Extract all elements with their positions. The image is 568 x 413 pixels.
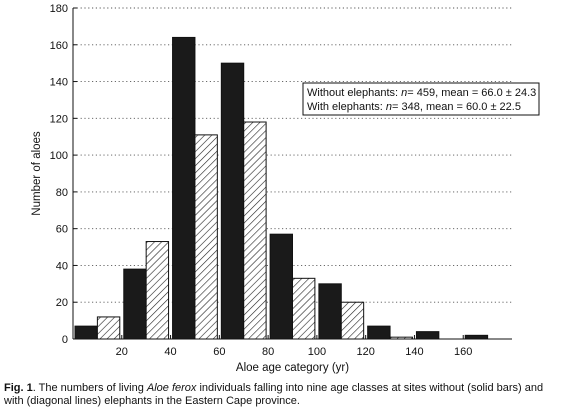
x-tick-label: 140 (405, 346, 423, 358)
x-tick-label: 60 (213, 346, 225, 358)
x-tick-label: 80 (262, 346, 274, 358)
bar-with-elephants-40-60 (194, 134, 218, 340)
bar-with-elephants-80-100 (292, 277, 316, 340)
y-tick-label: 20 (56, 297, 68, 309)
bar-without-elephants-160-180 (464, 334, 489, 340)
x-tick-label: 160 (454, 346, 472, 358)
legend-box (302, 82, 540, 116)
bar-without-elephants-20-40 (123, 268, 147, 340)
legend-n-symbol: n (386, 101, 392, 113)
bar-without-elephants-80-100 (269, 233, 294, 340)
bar-with-elephants-20-40 (145, 241, 170, 340)
x-tick-label: 120 (356, 346, 374, 358)
legend: Without elephants: n= 459, mean = 66.0 ±… (302, 82, 540, 116)
bar-without-elephants-0-20 (74, 325, 98, 340)
bar-without-elephants-120-140 (367, 325, 391, 340)
y-tick-label: 80 (56, 187, 68, 199)
y-tick-label: 0 (62, 334, 68, 346)
figure-label: Fig. 1 (4, 382, 33, 394)
legend-entry-without-elephants: Without elephants: n= 459, mean = 66.0 ±… (307, 87, 536, 99)
bar-without-elephants-40-60 (172, 36, 196, 340)
bar-with-elephants-100-120 (340, 301, 365, 340)
bar-without-elephants-60-80 (220, 62, 245, 340)
x-tick-label: 40 (164, 346, 176, 358)
legend-without-label: Without elephants: (307, 87, 401, 99)
y-tick-label: 60 (56, 224, 68, 236)
legend-with-stats: = 348, mean = 60.0 ± 22.5 (392, 101, 521, 113)
species-name: Aloe ferox (146, 382, 197, 394)
x-tick-label: 100 (308, 346, 326, 358)
figure-caption: Fig. 1. The numbers of living Aloe ferox… (4, 382, 564, 408)
y-tick-label: 40 (56, 260, 68, 272)
tick-labels: 0 20 40 60 80 100 120 140 160 180 20 40 60 80 100 120 14… (50, 3, 473, 358)
legend-without-stats: = 459, mean = 66.0 ± 24.3 (407, 87, 536, 99)
bars (74, 36, 489, 340)
caption-text-after: individuals falling into nine age classe… (4, 382, 544, 407)
bar-without-elephants-100-120 (318, 283, 342, 340)
x-axis-label: Aloe age category (yr) (236, 362, 349, 374)
aloe-age-bar-chart: 0 20 40 60 80 100 120 140 160 180 20 40 60 80 100 120 14… (31, 3, 540, 374)
axes (72, 8, 512, 340)
legend-n-symbol: n (401, 87, 407, 99)
bar-with-elephants-0-20 (96, 316, 121, 340)
bar-with-elephants-60-80 (243, 121, 267, 340)
x-tick-label: 20 (116, 346, 128, 358)
y-tick-label: 100 (50, 150, 68, 162)
y-tick-label: 120 (50, 113, 68, 125)
legend-entry-with-elephants: With elephants: n= 348, mean = 60.0 ± 22… (307, 101, 521, 113)
caption-text-before: . The numbers of living (32, 382, 147, 394)
y-axis-label: Number of aloes (31, 131, 43, 216)
y-tick-label: 160 (50, 40, 68, 52)
bar-without-elephants-140-160 (415, 331, 440, 340)
y-tick-label: 180 (50, 3, 68, 15)
legend-with-label: With elephants: (307, 101, 386, 113)
y-tick-label: 140 (50, 77, 68, 89)
